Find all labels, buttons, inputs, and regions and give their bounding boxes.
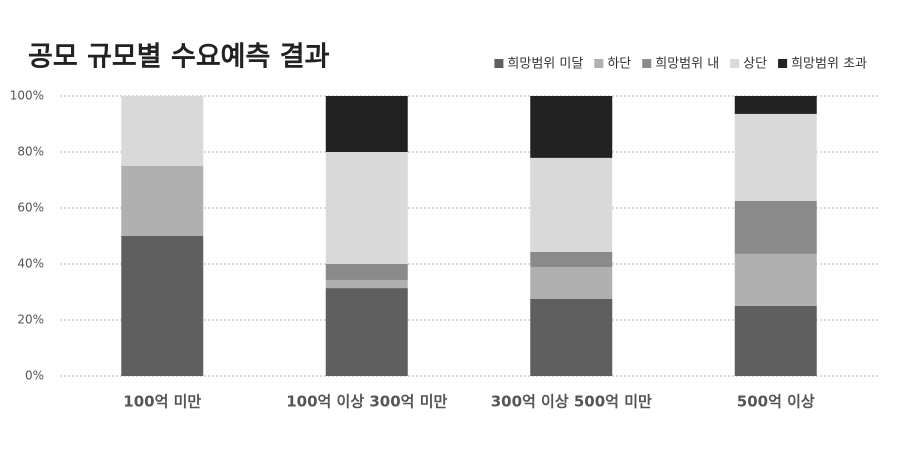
bar-segment (530, 157, 613, 252)
bar-segment (530, 267, 613, 299)
legend-swatch (778, 59, 788, 68)
legend-label: 희망범위 초과 (791, 57, 867, 72)
chart-title: 공모 규모별 수요예측 결과 (28, 42, 330, 73)
bar-segment (325, 96, 408, 152)
legend-label: 희망범위 미달 (507, 57, 583, 72)
legend-swatch (642, 59, 652, 68)
legend-label: 상단 (743, 57, 767, 72)
y-tick-label: 40% (17, 257, 44, 271)
bar-segment (325, 279, 408, 289)
bar-segment (734, 306, 817, 376)
x-tick-label: 100억 미만 (123, 393, 201, 411)
bar-segment (121, 236, 204, 376)
legend-label: 희망범위 내 (655, 57, 719, 72)
y-tick-label: 0% (25, 369, 44, 383)
bar-segment (530, 96, 613, 158)
x-tick-label: 100억 이상 300억 미만 (286, 393, 447, 411)
y-tick-label: 100% (10, 89, 44, 103)
legend-swatch (494, 59, 504, 68)
legend-label: 하단 (607, 57, 631, 72)
x-tick-label: 300억 이상 500억 미만 (491, 393, 652, 411)
bar-segment (325, 264, 408, 280)
bar-segment (734, 113, 817, 201)
y-tick-label: 80% (17, 145, 44, 159)
bar-segment (734, 201, 817, 254)
bar-segment (325, 288, 408, 376)
bar-segment (734, 96, 817, 114)
legend-swatch (594, 59, 604, 68)
y-tick-label: 20% (17, 313, 44, 327)
bar-segment (325, 152, 408, 264)
bar-segment (530, 251, 613, 268)
y-tick-label: 60% (17, 201, 44, 215)
x-tick-label: 500억 이상 (737, 393, 815, 411)
bar-segment (734, 253, 817, 306)
bar-segment (530, 299, 613, 376)
bar-segment (121, 96, 204, 166)
bar-segment (121, 166, 204, 236)
legend-swatch (730, 59, 740, 68)
